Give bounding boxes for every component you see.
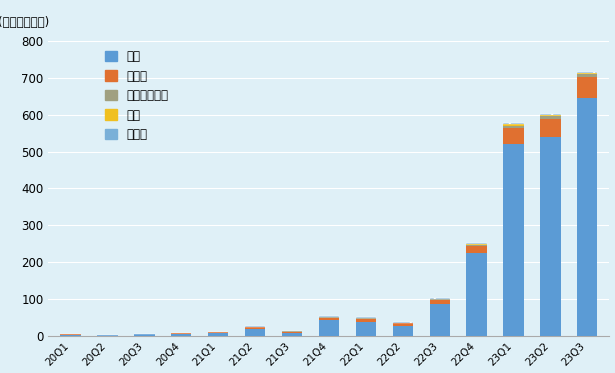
Bar [171,334,191,336]
Bar [540,119,560,137]
Bar [355,322,376,336]
Bar [392,322,413,323]
Bar [319,317,339,320]
Bar [429,298,450,299]
Bar [540,114,560,115]
Legend: 中国, ドイツ, インドネシア, 日本, その他: 中国, ドイツ, インドネシア, 日本, その他 [105,50,168,141]
Text: (１００万ドル): (１００万ドル) [0,16,49,29]
Bar [503,123,523,125]
Bar [577,98,597,336]
Bar [466,245,486,246]
Bar [355,317,376,318]
Bar [97,335,117,336]
Bar [577,73,597,74]
Bar [503,144,523,336]
Bar [466,253,486,336]
Bar [245,329,265,336]
Bar [208,333,228,336]
Bar [577,77,597,98]
Bar [540,116,560,119]
Bar [503,128,523,144]
Bar [60,335,81,336]
Bar [429,300,450,304]
Bar [282,333,302,336]
Bar [355,319,376,322]
Bar [466,244,486,245]
Bar [466,246,486,253]
Bar [282,332,302,333]
Bar [540,115,560,116]
Bar [577,72,597,73]
Bar [429,299,450,300]
Bar [134,334,154,336]
Bar [319,320,339,336]
Bar [171,333,191,334]
Bar [245,327,265,329]
Bar [503,125,523,128]
Bar [208,332,228,333]
Bar [319,316,339,317]
Bar [540,137,560,336]
Bar [466,242,486,244]
Bar [429,304,450,336]
Bar [577,74,597,77]
Bar [392,323,413,326]
Bar [392,326,413,336]
